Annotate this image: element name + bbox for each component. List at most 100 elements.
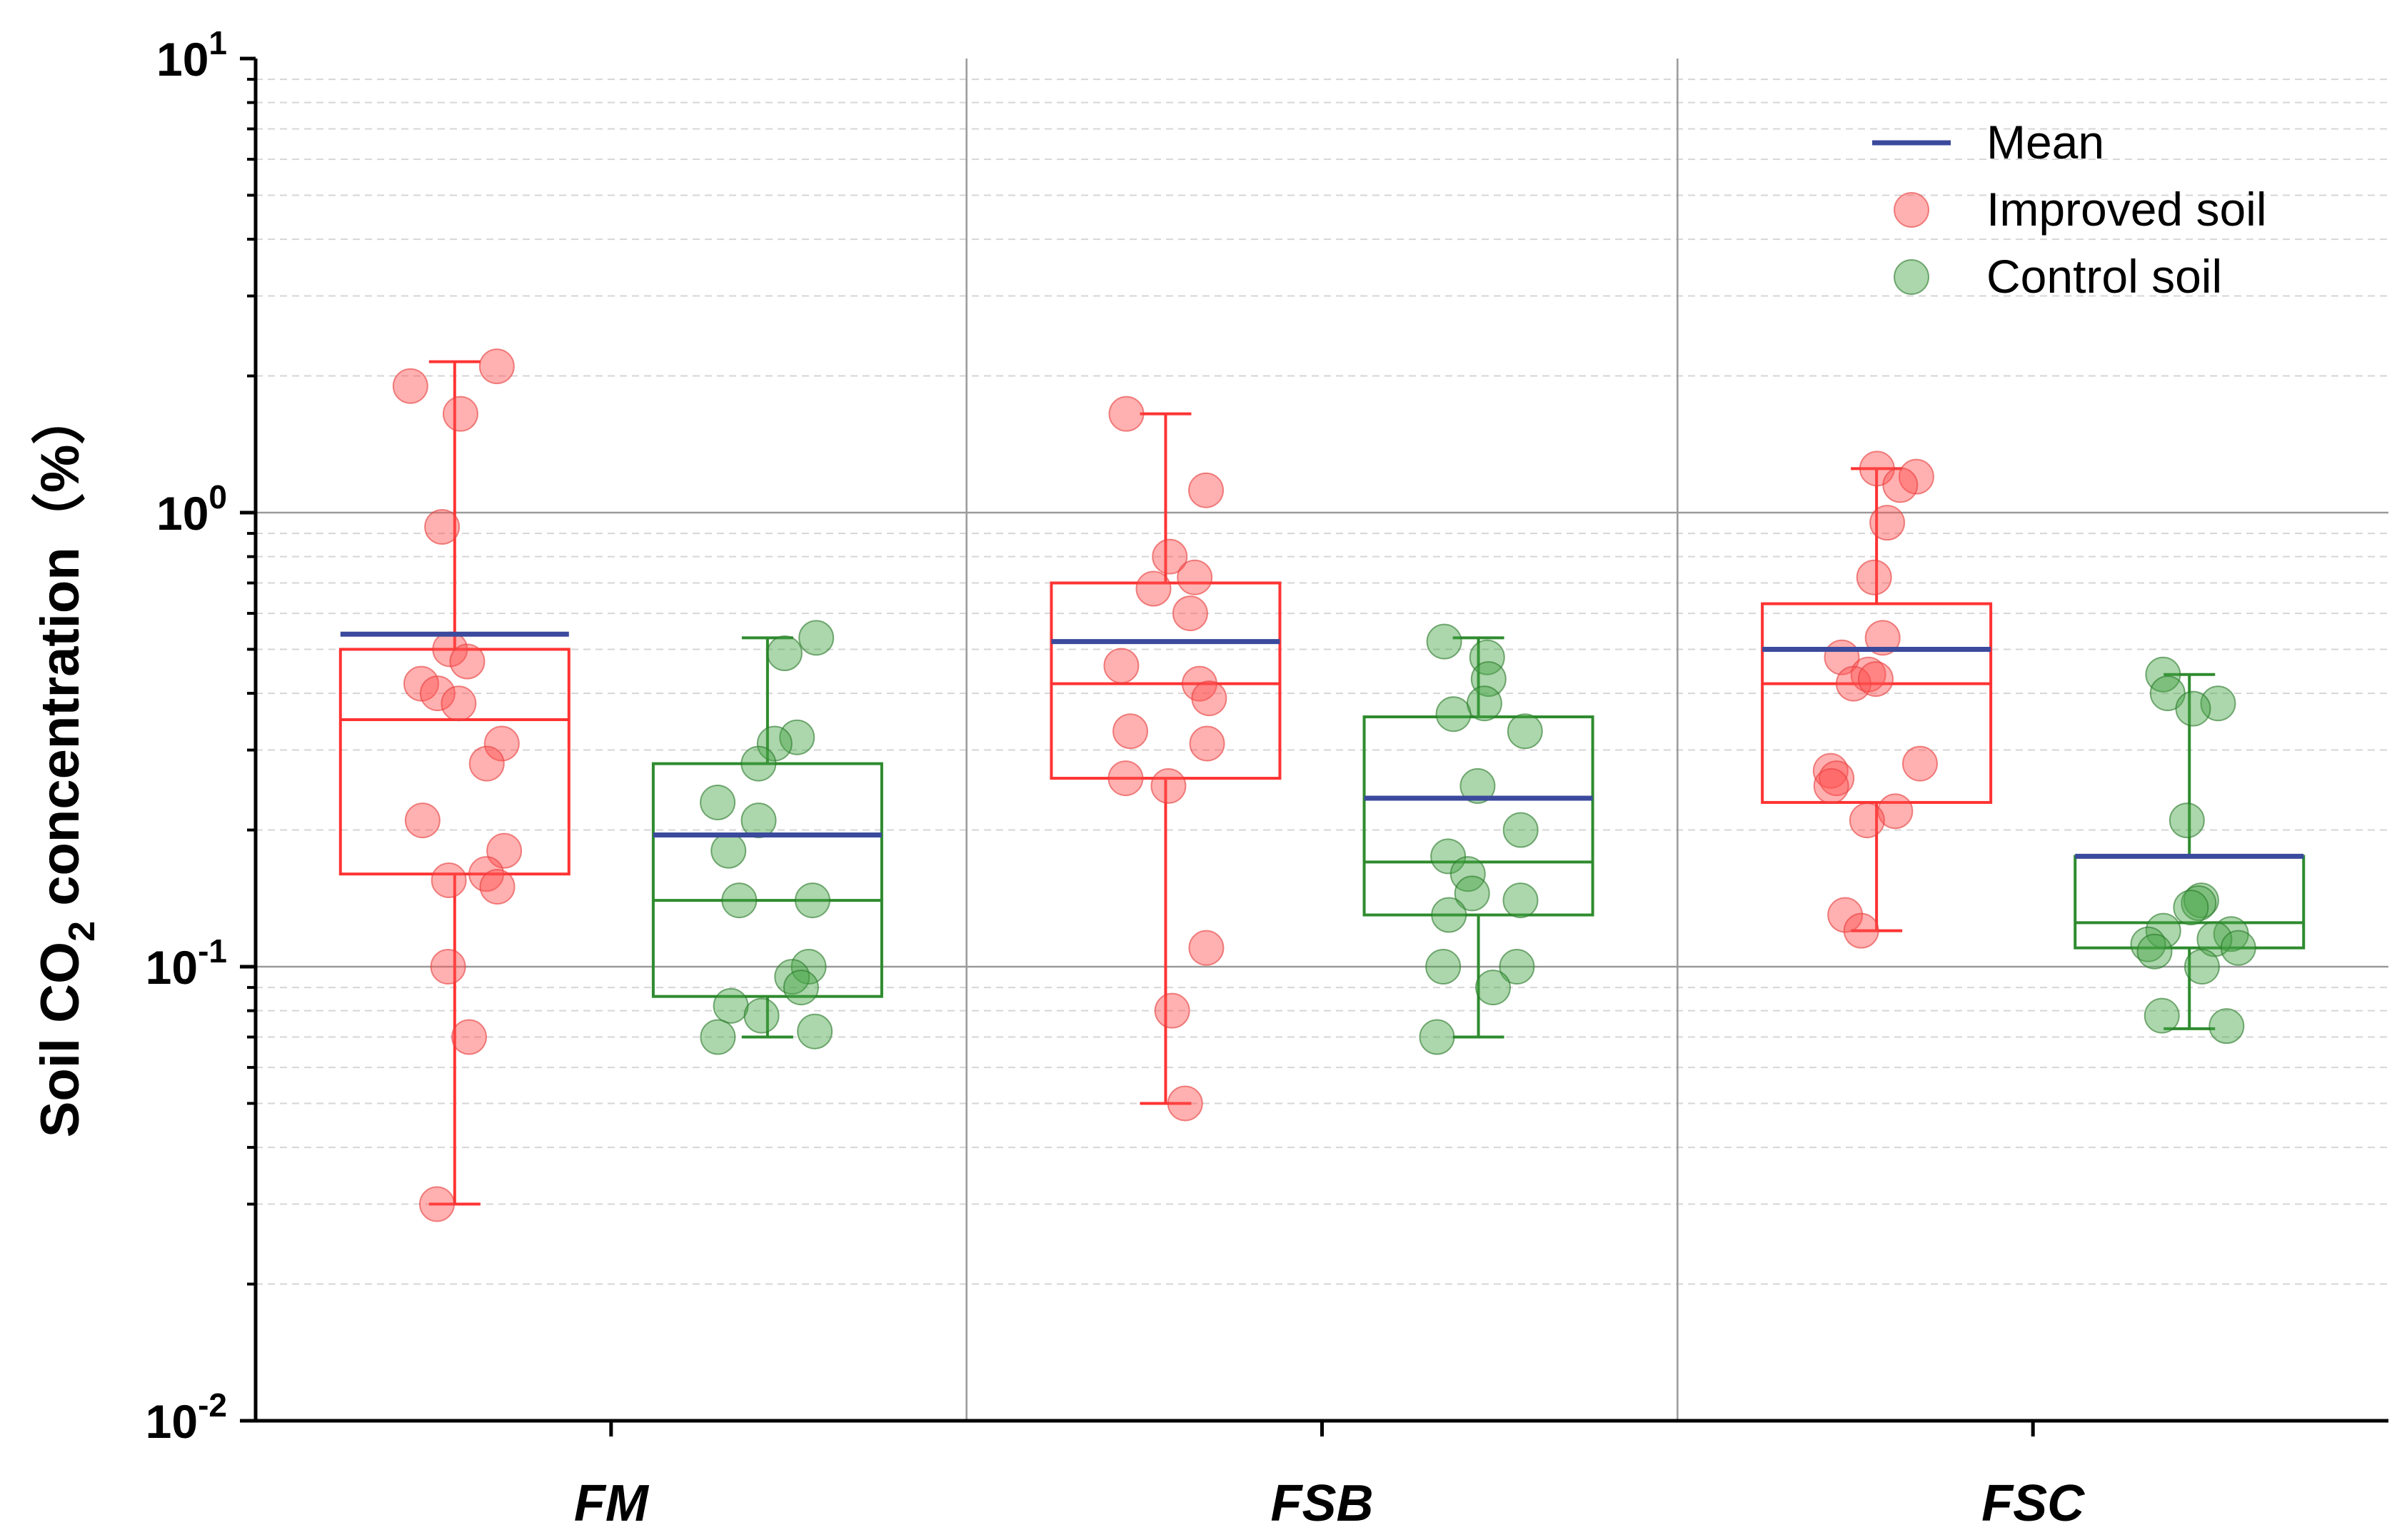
legend: Mean Improved soil Control soil [1872,116,2267,303]
data-point [1869,505,1906,541]
data-point [2130,926,2166,962]
iqr-box [1050,581,1282,780]
legend-dot-swatch [1894,259,1929,295]
data-point [1150,768,1187,804]
y-axis-title: Soil CO2 concentration（%） [30,391,103,1138]
control-group-fm [651,620,883,1055]
data-point [721,882,758,919]
data-point [1425,949,1462,985]
data-point [419,675,456,712]
legend-item: Improved soil [1894,183,2267,236]
data-point [1189,725,1225,762]
data-point [1154,992,1190,1029]
data-point [1188,930,1225,966]
data-point [1864,620,1901,656]
data-point [798,620,835,656]
data-point [1877,793,1914,830]
data-point [449,643,486,680]
category-label-fm: FM [574,1475,650,1532]
data-point [1107,760,1144,797]
data-point [797,1013,833,1050]
legend-label: Mean [1986,116,2104,168]
y-tick-label: 101 [156,24,227,86]
data-point [1459,768,1496,804]
data-point [1108,396,1145,432]
data-point [1431,897,1467,933]
data-point [403,665,439,702]
data-point [392,368,428,404]
iqr-box [1362,715,1594,917]
control-group-fsc [2074,656,2306,1045]
data-point [794,882,830,919]
data-point [442,396,478,432]
data-point [1419,1019,1455,1055]
data-point [2173,890,2209,926]
data-point [713,987,749,1024]
legend-item: Mean [1872,116,2104,168]
legend-label: Improved soil [1986,183,2267,236]
data-point [1882,467,1919,503]
data-point [2144,997,2180,1034]
data-point [1103,648,1140,684]
data-point [756,725,793,762]
data-point [1188,472,1225,508]
legend-label: Control soil [1986,250,2222,303]
data-point [1502,882,1539,919]
data-point [1898,458,1934,495]
data-point [2183,882,2219,919]
data-point [2196,921,2233,957]
data-point [700,784,736,820]
y-tick-label: 10-1 [146,932,227,994]
y-tick-label: 10-2 [146,1386,227,1448]
data-point [1135,570,1172,607]
data-point [2169,802,2205,839]
data-point [441,685,477,722]
data-point [1857,661,1894,698]
data-point [2175,690,2211,727]
data-point [468,745,505,782]
data-point [1454,875,1490,912]
improved-group-fsb [1050,396,1282,1122]
data-point [766,635,803,672]
data-point [451,1019,487,1055]
data-point [478,348,515,385]
control-group-fsb [1362,623,1594,1055]
iqr-box [338,648,571,876]
data-point [430,949,466,985]
legend-item: Control soil [1894,250,2222,303]
data-point [1856,559,1892,595]
iqr-box [651,762,883,998]
data-point [1435,696,1472,733]
improved-group-fsc [1761,451,1993,949]
data-point [710,832,747,869]
data-point [1812,753,1849,789]
data-point [1152,538,1188,575]
data-point [424,509,461,545]
data-point [1849,802,1885,839]
data-point [1901,745,1938,782]
data-point [431,862,467,898]
data-point [404,802,441,839]
data-point [1843,912,1879,949]
improved-group-fm [338,348,571,1222]
marks-layer [338,348,2306,1222]
data-point [743,997,780,1034]
data-point [783,970,819,1006]
data-point [1470,661,1507,698]
category-label-fsc: FSC [1981,1475,2085,1532]
data-point [1507,713,1543,750]
data-point [1191,680,1227,717]
data-point [483,725,520,762]
data-point [790,949,827,985]
data-point [1499,949,1535,985]
data-point [1112,713,1149,750]
iqr-box [1761,602,1993,804]
data-point [1172,595,1208,632]
data-point [1835,665,1871,702]
data-point [1177,559,1213,595]
category-label-fsb: FSB [1271,1475,1374,1532]
data-point [1813,768,1849,804]
data-point [2184,949,2220,985]
data-point [2136,933,2173,970]
